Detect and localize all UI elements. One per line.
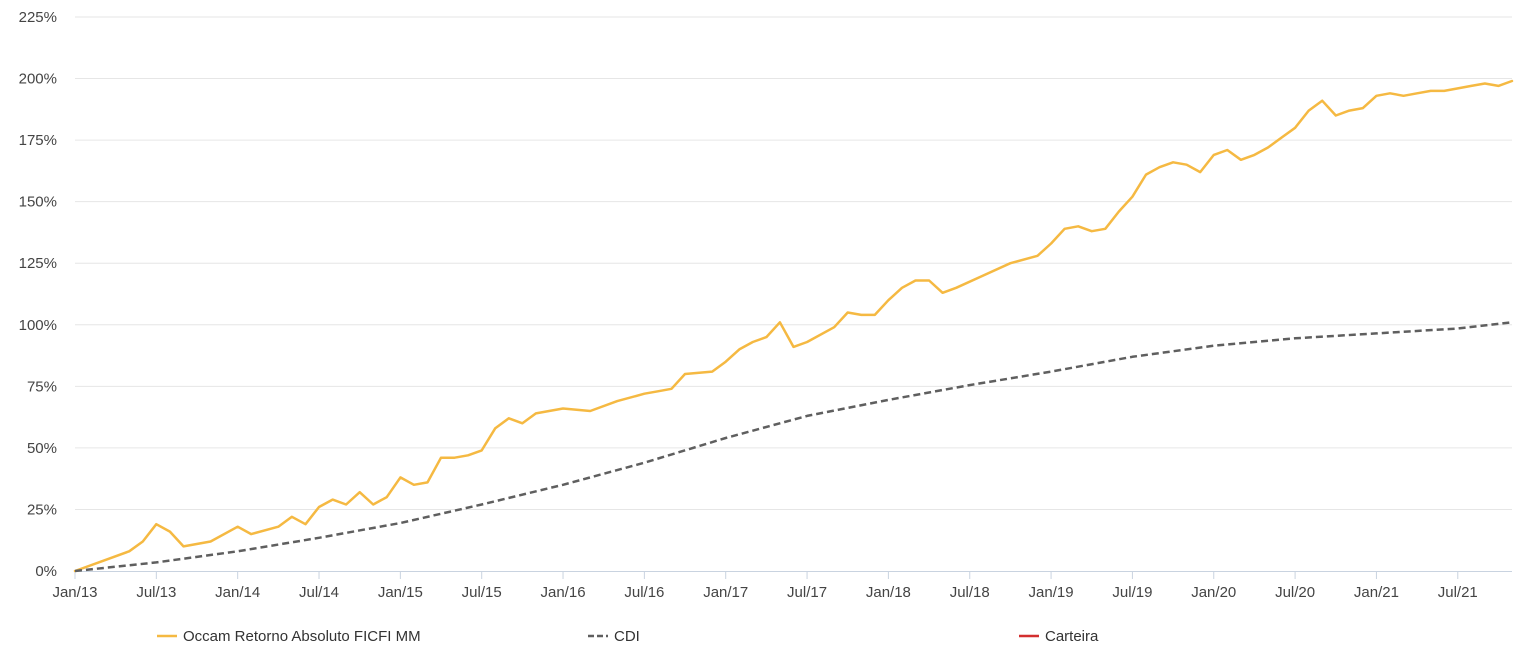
x-tick-label: Jul/17 <box>787 584 827 601</box>
axes: 0% 25% 50% 75% 100% 125% 150% 175% 200% 225% Jan/1… <box>19 9 1512 601</box>
x-tick-label: Jan/20 <box>1191 584 1236 601</box>
x-tick-label: Jul/15 <box>462 584 502 601</box>
x-tick-label: Jul/13 <box>136 584 176 601</box>
series-line-cdi <box>74 321 1513 573</box>
legend-item-occam-retorno-absoluto-ficfi-mm[interactable]: Occam Retorno Absoluto FICFI MM <box>157 628 421 645</box>
x-tick-label: Jul/14 <box>299 584 339 601</box>
x-tick-label: Jul/19 <box>1112 584 1152 601</box>
x-tick-label: Jan/16 <box>541 584 586 601</box>
gridlines <box>75 16 1512 510</box>
x-tick-label: Jan/17 <box>703 584 748 601</box>
series-line-occam-retorno-absoluto-ficfi-mm <box>73 79 1514 573</box>
legend-item-carteira[interactable]: Carteira <box>1019 628 1099 645</box>
series-lines <box>73 79 1514 573</box>
legend-label: Occam Retorno Absoluto FICFI MM <box>183 628 421 645</box>
legend[interactable]: Occam Retorno Absoluto FICFI MM CDI Cartei… <box>157 628 1099 645</box>
y-tick-label: 225% <box>19 9 57 26</box>
legend-label: Carteira <box>1045 628 1099 645</box>
y-tick-label: 0% <box>35 563 57 580</box>
x-tick-label: Jul/20 <box>1275 584 1315 601</box>
y-tick-label: 125% <box>19 255 57 272</box>
x-tick-label: Jan/13 <box>52 584 97 601</box>
y-tick-label: 50% <box>27 440 57 457</box>
y-tick-label: 25% <box>27 501 57 518</box>
x-tick-label: Jan/14 <box>215 584 260 601</box>
legend-label: CDI <box>614 628 640 645</box>
y-tick-label: 75% <box>27 378 57 395</box>
x-tick-label: Jul/21 <box>1438 584 1478 601</box>
x-tick-label: Jan/15 <box>378 584 423 601</box>
y-tick-label: 200% <box>19 71 57 88</box>
y-tick-label: 175% <box>19 132 57 149</box>
legend-item-cdi[interactable]: CDI <box>588 628 640 645</box>
x-tick-label: Jul/18 <box>950 584 990 601</box>
x-tick-label: Jul/16 <box>624 584 664 601</box>
y-tick-label: 100% <box>19 317 57 334</box>
x-tick-label: Jan/18 <box>866 584 911 601</box>
x-tick-label: Jan/19 <box>1029 584 1074 601</box>
y-tick-label: 150% <box>19 194 57 211</box>
x-tick-label: Jan/21 <box>1354 584 1399 601</box>
